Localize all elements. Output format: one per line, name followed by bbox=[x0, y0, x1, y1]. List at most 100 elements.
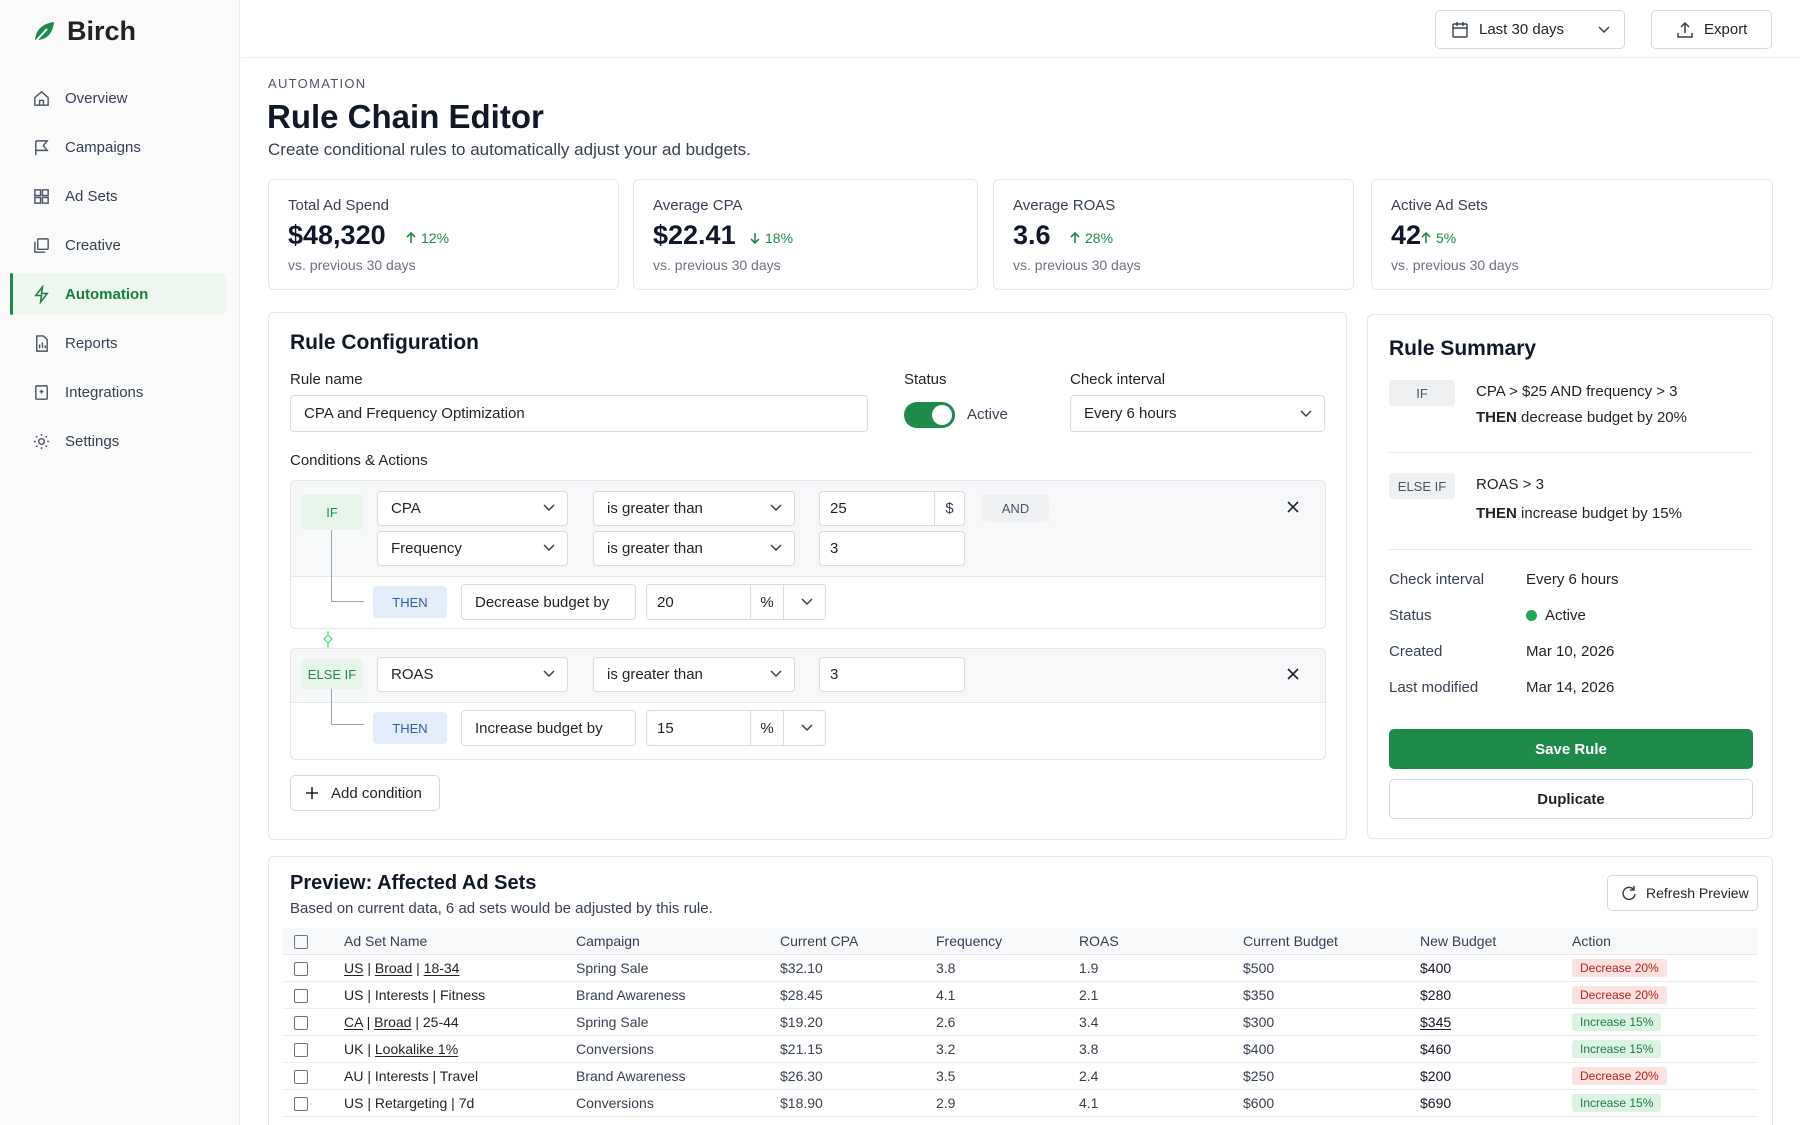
roas-cell: 2.1 bbox=[1079, 981, 1243, 1009]
kpi-card-average-cpa: Average CPA $22.41 18% vs. previous 30 d… bbox=[633, 179, 978, 290]
gear-icon bbox=[33, 433, 50, 449]
conditions-label: Conditions & Actions bbox=[290, 452, 428, 469]
name-segment[interactable]: Lookalike 1% bbox=[374, 1040, 459, 1057]
detail-label: Status bbox=[1389, 607, 1432, 624]
value-input-roas[interactable]: 3 bbox=[819, 657, 965, 692]
kpi-title: Total Ad Spend bbox=[288, 197, 389, 214]
status-toggle[interactable] bbox=[904, 402, 955, 428]
operator-select[interactable]: is greater than bbox=[593, 531, 795, 566]
name-segment[interactable]: CA bbox=[344, 1013, 363, 1030]
column-header[interactable]: Action bbox=[1572, 928, 1757, 955]
add-condition-button[interactable]: Add condition bbox=[290, 775, 440, 811]
save-rule-button[interactable]: Save Rule bbox=[1389, 729, 1753, 769]
metric-select-frequency[interactable]: Frequency bbox=[377, 531, 568, 566]
duplicate-button[interactable]: Duplicate bbox=[1389, 779, 1753, 819]
sidebar-item-campaigns[interactable]: Campaigns bbox=[12, 126, 226, 168]
summary-else-if-tag: ELSE IF bbox=[1389, 473, 1455, 499]
refresh-preview-label: Refresh Preview bbox=[1646, 885, 1749, 901]
action-value-input[interactable]: 15 % bbox=[646, 710, 826, 746]
name-segment[interactable]: US bbox=[344, 959, 364, 976]
summary-if-text: CPA > $25 AND frequency > 3 bbox=[1476, 383, 1678, 400]
roas-cell: 1.9 bbox=[1079, 954, 1243, 982]
action-select[interactable]: Increase budget by bbox=[461, 710, 636, 746]
export-button[interactable]: Export bbox=[1651, 10, 1772, 49]
input-value: 20 bbox=[657, 593, 674, 611]
table-row[interactable]: AU | Interests | Travel Brand Awareness … bbox=[283, 1062, 1757, 1090]
row-checkbox[interactable] bbox=[294, 1096, 308, 1111]
arrow-up-icon bbox=[1421, 232, 1431, 243]
and-tag[interactable]: AND bbox=[982, 495, 1049, 522]
sidebar-item-reports[interactable]: Reports bbox=[12, 322, 226, 364]
table-row[interactable]: US | Retargeting | 7d Conversions $18.90… bbox=[283, 1089, 1757, 1117]
kpi-subtext: vs. previous 30 days bbox=[288, 257, 416, 273]
action-value-input[interactable]: 20 % bbox=[646, 584, 826, 620]
current-cpa-cell: $26.30 bbox=[780, 1062, 936, 1090]
refresh-preview-button[interactable]: Refresh Preview bbox=[1607, 875, 1758, 911]
remove-condition-button[interactable] bbox=[1287, 496, 1299, 519]
column-header[interactable]: Ad Set Name bbox=[344, 928, 576, 955]
operator-select[interactable]: is greater than bbox=[593, 491, 795, 526]
action-select[interactable]: Decrease budget by bbox=[461, 584, 636, 620]
row-select-cell bbox=[283, 1035, 344, 1063]
plus-icon bbox=[306, 787, 318, 799]
brand-logo[interactable]: Birch bbox=[31, 16, 136, 47]
name-segment[interactable]: Broad bbox=[374, 1013, 412, 1030]
select-all-checkbox[interactable] bbox=[294, 934, 308, 949]
date-range-label: Last 30 days bbox=[1479, 21, 1565, 38]
action-cell: Increase 15% bbox=[1572, 1008, 1757, 1036]
row-checkbox[interactable] bbox=[294, 1042, 308, 1057]
sidebar-item-ad-sets[interactable]: Ad Sets bbox=[12, 175, 226, 217]
column-header[interactable]: Frequency bbox=[936, 928, 1079, 955]
name-segment: US bbox=[344, 1094, 364, 1111]
sidebar-item-automation[interactable]: Automation bbox=[10, 273, 226, 315]
metric-select-roas[interactable]: ROAS bbox=[377, 657, 568, 692]
connector-line bbox=[331, 689, 364, 725]
campaign-cell: Spring Sale bbox=[576, 954, 780, 982]
name-segment: 25-44 bbox=[422, 1013, 459, 1030]
column-header[interactable]: Current CPA bbox=[780, 928, 936, 955]
row-select-cell bbox=[283, 981, 344, 1009]
name-segment[interactable]: 18-34 bbox=[423, 959, 460, 976]
table-row[interactable]: CA | Broad | 25-44 Spring Sale $19.20 2.… bbox=[283, 1008, 1757, 1036]
column-header[interactable]: Current Budget bbox=[1243, 928, 1420, 955]
interval-select[interactable]: Every 6 hours bbox=[1070, 395, 1325, 432]
preview-title: Preview: Affected Ad Sets bbox=[290, 872, 537, 894]
name-segment: US bbox=[344, 986, 364, 1003]
column-header[interactable]: New Budget bbox=[1420, 928, 1572, 955]
frequency-cell: 4.1 bbox=[936, 981, 1079, 1009]
sidebar-item-settings[interactable]: Settings bbox=[12, 420, 226, 462]
metric-select-cpa[interactable]: CPA bbox=[377, 491, 568, 526]
sidebar-item-label: Ad Sets bbox=[65, 187, 118, 205]
sidebar-item-creative[interactable]: Creative bbox=[12, 224, 226, 266]
row-checkbox[interactable] bbox=[294, 988, 308, 1003]
operator-select[interactable]: is greater than bbox=[593, 657, 795, 692]
date-range-picker[interactable]: Last 30 days bbox=[1435, 10, 1625, 49]
unit-suffix: % bbox=[750, 711, 784, 745]
page-eyebrow: AUTOMATION bbox=[268, 76, 367, 91]
column-header[interactable]: ROAS bbox=[1079, 928, 1243, 955]
table-row[interactable]: US | Interests | Fitness Brand Awareness… bbox=[283, 981, 1757, 1009]
table-row[interactable]: UK | Lookalike 1% Conversions $21.15 3.2… bbox=[283, 1035, 1757, 1063]
page-title: Rule Chain Editor bbox=[267, 98, 544, 135]
rule-name-input[interactable]: CPA and Frequency Optimization bbox=[290, 395, 868, 432]
name-segment[interactable]: Broad bbox=[374, 959, 413, 976]
summary-else-then: THEN increase budget by 15% bbox=[1476, 505, 1682, 522]
detail-value: Mar 10, 2026 bbox=[1526, 643, 1615, 660]
sidebar-item-integrations[interactable]: Integrations bbox=[12, 371, 226, 413]
remove-condition-button[interactable] bbox=[1287, 663, 1299, 686]
value-input-cpa[interactable]: 25 $ bbox=[819, 491, 965, 526]
kpi-subtext: vs. previous 30 days bbox=[653, 257, 781, 273]
grid-icon bbox=[34, 188, 49, 204]
row-checkbox[interactable] bbox=[294, 961, 308, 976]
close-icon bbox=[1287, 501, 1299, 513]
summary-else-text: ROAS > 3 bbox=[1476, 476, 1544, 493]
row-checkbox[interactable] bbox=[294, 1015, 308, 1030]
column-header[interactable]: Campaign bbox=[576, 928, 780, 955]
sidebar-item-overview[interactable]: Overview bbox=[12, 77, 226, 119]
table-row[interactable]: US | Broad | 18-34 Spring Sale $32.10 3.… bbox=[283, 954, 1757, 982]
if-tag: IF bbox=[301, 494, 363, 530]
new-budget-cell: $460 bbox=[1420, 1035, 1572, 1063]
value-input-frequency[interactable]: 3 bbox=[819, 531, 965, 566]
sidebar-item-label: Reports bbox=[65, 334, 118, 352]
row-checkbox[interactable] bbox=[294, 1069, 308, 1084]
